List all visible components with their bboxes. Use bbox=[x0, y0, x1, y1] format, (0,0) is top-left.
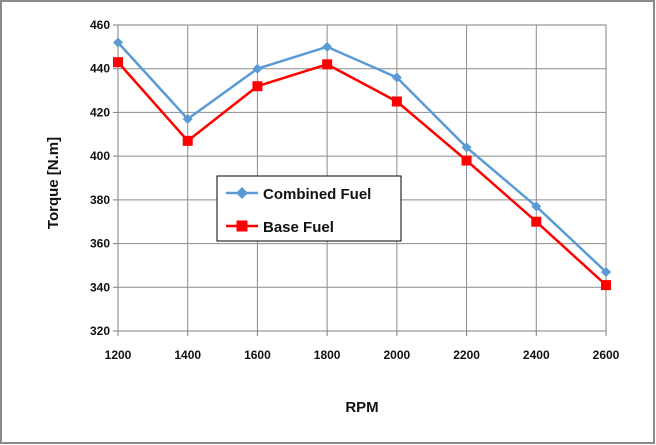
y-tick-label-6: 440 bbox=[90, 62, 110, 76]
x-tick-label-7: 2600 bbox=[593, 348, 620, 362]
y-tick-label-7: 460 bbox=[90, 18, 110, 32]
y-tick-label-3: 380 bbox=[90, 193, 110, 207]
series-line-base-fuel bbox=[117, 61, 607, 287]
y-tick-label-0: 320 bbox=[90, 324, 110, 338]
x-tick-label-1: 1400 bbox=[174, 348, 201, 362]
x-tick-label-2: 1600 bbox=[244, 348, 271, 362]
axis-ticks: 320 340 360 380 400 420 440 460 1200 1400 1600 1800… bbox=[90, 18, 620, 362]
x-tick-label-4: 2000 bbox=[384, 348, 411, 362]
x-tick-label-5: 2200 bbox=[453, 348, 480, 362]
legend-marker-combined-fuel bbox=[236, 187, 248, 199]
x-tick-label-3: 1800 bbox=[314, 348, 341, 362]
legend-marker-base-fuel bbox=[236, 220, 248, 232]
data-point-base-fuel-2 bbox=[252, 81, 263, 92]
data-point-combined-fuel-2 bbox=[252, 63, 263, 74]
data-point-base-fuel-1 bbox=[182, 135, 193, 146]
data-point-base-fuel-6 bbox=[531, 216, 542, 227]
data-point-combined-fuel-3 bbox=[322, 41, 333, 52]
data-point-combined-fuel-1 bbox=[182, 113, 193, 124]
data-point-base-fuel-3 bbox=[322, 59, 333, 70]
data-point-combined-fuel-7 bbox=[601, 266, 611, 277]
x-tick-label-6: 2400 bbox=[523, 348, 550, 362]
data-point-base-fuel-0 bbox=[113, 57, 123, 68]
y-tick-label-4: 400 bbox=[90, 149, 110, 163]
legend-label-base-fuel: Base Fuel bbox=[263, 219, 334, 236]
data-point-combined-fuel-5 bbox=[461, 142, 472, 153]
y-tick-label-1: 340 bbox=[90, 280, 110, 294]
y-tick-label-5: 420 bbox=[90, 105, 110, 119]
data-point-base-fuel-4 bbox=[391, 96, 402, 107]
series-group bbox=[113, 37, 611, 291]
data-point-base-fuel-5 bbox=[461, 155, 472, 166]
data-point-base-fuel-7 bbox=[601, 280, 611, 291]
series-line-combined-fuel bbox=[117, 41, 607, 273]
legend-label-combined-fuel: Combined Fuel bbox=[263, 186, 371, 203]
y-axis-title: Torque [N.m] bbox=[45, 137, 62, 229]
data-point-combined-fuel-0 bbox=[113, 37, 123, 48]
data-point-combined-fuel-4 bbox=[391, 72, 402, 83]
x-tick-label-0: 1200 bbox=[105, 348, 132, 362]
legend-box bbox=[216, 175, 402, 242]
y-tick-label-2: 360 bbox=[90, 237, 110, 251]
data-point-combined-fuel-6 bbox=[531, 201, 542, 212]
x-axis-title: RPM bbox=[345, 399, 378, 416]
legend: Combined Fuel Base Fuel bbox=[216, 175, 402, 242]
plot-area-border bbox=[117, 24, 607, 332]
